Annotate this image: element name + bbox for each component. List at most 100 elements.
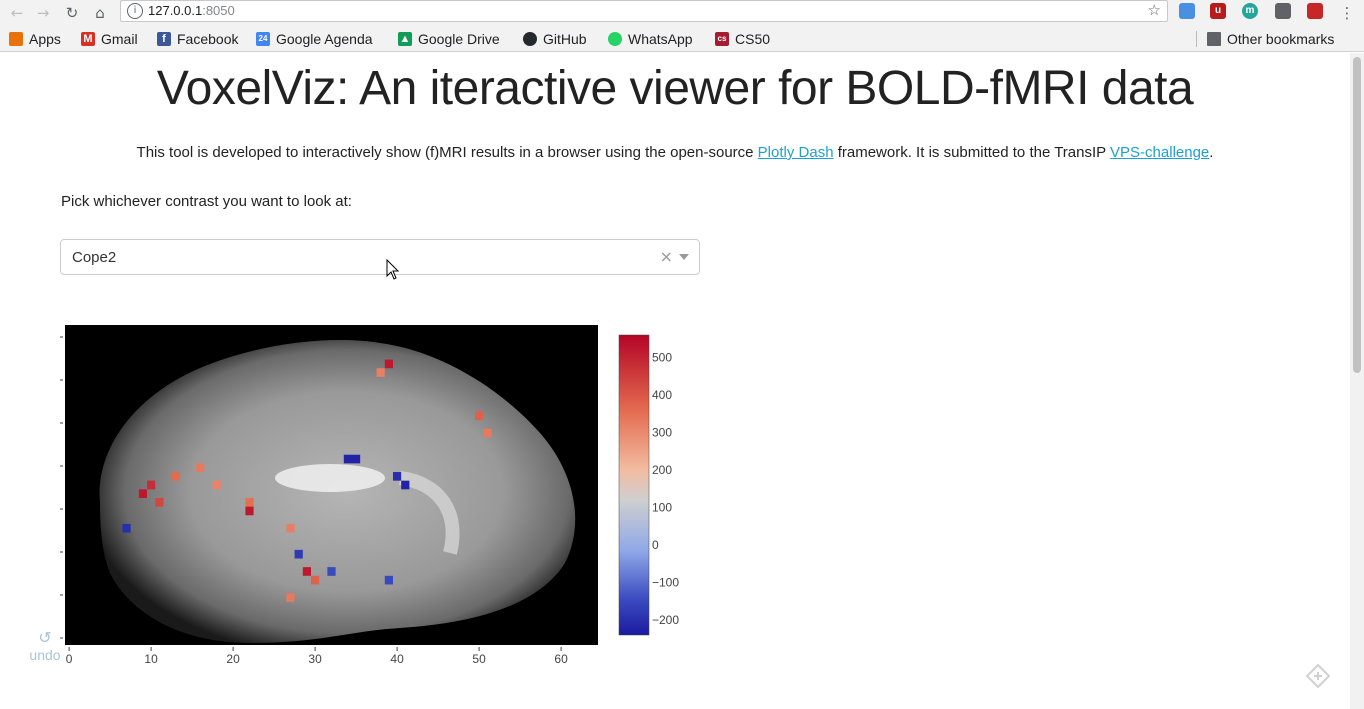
clear-icon[interactable]: × bbox=[659, 247, 673, 266]
bookmark-whatsapp[interactable]: WhatsApp bbox=[608, 30, 693, 48]
extension-red-icon[interactable] bbox=[1307, 3, 1323, 19]
heatmap-voxel[interactable] bbox=[376, 368, 385, 377]
heatmap-voxel[interactable] bbox=[393, 472, 402, 481]
heatmap-voxel[interactable] bbox=[352, 454, 361, 464]
bookmark-label: GitHub bbox=[543, 31, 587, 47]
heatmap-voxel[interactable] bbox=[196, 463, 205, 473]
bookmark-label: Gmail bbox=[101, 31, 138, 47]
colorbar-tick-label: 400 bbox=[652, 388, 672, 402]
colorbar-gradient bbox=[618, 334, 650, 636]
colorbar-tick-label: −200 bbox=[652, 613, 679, 627]
heatmap-area[interactable] bbox=[65, 325, 598, 645]
bookmark-label: Google Drive bbox=[418, 31, 500, 47]
intro-text: framework. It is submitted to the TransI… bbox=[833, 144, 1111, 161]
info-icon[interactable]: i bbox=[127, 3, 143, 19]
heatmap-voxel[interactable] bbox=[122, 523, 131, 533]
x-tick-label: 0 bbox=[66, 652, 73, 666]
folder-icon bbox=[1207, 32, 1221, 46]
colorbar-tick-label: 200 bbox=[652, 463, 672, 477]
ublock-icon[interactable]: u bbox=[1210, 3, 1226, 19]
colorbar-tick-label: 0 bbox=[652, 538, 659, 552]
heatmap-voxel[interactable] bbox=[483, 428, 492, 438]
bookmarks-divider bbox=[1196, 31, 1197, 47]
cs50-icon: cs bbox=[715, 32, 729, 46]
colorbar-tick-label: −100 bbox=[652, 576, 679, 590]
bookmark-google-drive[interactable]: ▲ Google Drive bbox=[398, 30, 500, 48]
bookmark-label: Google Agenda bbox=[276, 31, 373, 47]
heatmap-voxel[interactable] bbox=[294, 549, 303, 559]
bookmarks-bar: Apps M Gmail f Facebook 24 Google Agenda ▲ G… bbox=[0, 26, 1364, 52]
menu-kebab-icon[interactable]: ⋮ bbox=[1339, 4, 1355, 22]
heatmap-voxel[interactable] bbox=[311, 575, 320, 585]
address-bar[interactable]: i 127.0.0.1:8050 ☆ bbox=[120, 0, 1168, 22]
bookmark-gmail[interactable]: M Gmail bbox=[81, 30, 138, 48]
x-tick-label: 50 bbox=[472, 652, 486, 666]
bookmark-label: Other bookmarks bbox=[1227, 31, 1335, 47]
scrollbar-thumb[interactable] bbox=[1353, 57, 1361, 373]
x-tick-label: 30 bbox=[308, 652, 322, 666]
chevron-down-icon[interactable] bbox=[679, 254, 689, 260]
heatmap-voxel[interactable] bbox=[343, 454, 352, 464]
dropdown-selected-value: Cope2 bbox=[72, 249, 117, 266]
heatmap-voxel[interactable] bbox=[384, 359, 393, 369]
gmail-icon: M bbox=[81, 32, 95, 46]
heatmap-voxel[interactable] bbox=[138, 489, 147, 498]
extension-1-icon[interactable] bbox=[1179, 3, 1195, 19]
colorbar-tick-label: 100 bbox=[652, 501, 672, 515]
bookmark-facebook[interactable]: f Facebook bbox=[157, 30, 238, 48]
bookmark-label: CS50 bbox=[735, 31, 771, 47]
bookmark-google-agenda[interactable]: 24 Google Agenda bbox=[256, 30, 373, 48]
x-tick-label: 20 bbox=[226, 652, 240, 666]
heatmap-voxel[interactable] bbox=[245, 497, 254, 507]
undo-icon: ↺ bbox=[38, 628, 52, 647]
heatmap-voxel[interactable] bbox=[155, 497, 164, 507]
bookmark-label: WhatsApp bbox=[628, 31, 693, 47]
extension-bulb-icon[interactable] bbox=[1275, 3, 1291, 19]
colorbar-tick-label: 300 bbox=[652, 426, 672, 440]
drive-icon: ▲ bbox=[398, 32, 412, 46]
heatmap-voxel[interactable] bbox=[327, 567, 336, 576]
bookmark-apps[interactable]: Apps bbox=[9, 30, 61, 48]
back-arrow-icon[interactable]: ← bbox=[10, 4, 24, 22]
facebook-icon: f bbox=[157, 32, 171, 46]
intro-text: This tool is developed to interactively … bbox=[136, 144, 758, 161]
undo-button[interactable]: ↺ undo bbox=[20, 628, 70, 663]
extension-m-icon[interactable]: m bbox=[1242, 3, 1258, 19]
bookmark-star-icon[interactable]: ☆ bbox=[1147, 1, 1161, 19]
y-axis bbox=[60, 336, 63, 639]
home-icon[interactable]: ⌂ bbox=[95, 4, 105, 22]
plotly-dash-link[interactable]: Plotly Dash bbox=[757, 144, 834, 161]
corpus-callosum bbox=[275, 464, 385, 492]
bookmark-github[interactable]: GitHub bbox=[523, 30, 587, 48]
heatmap-voxel[interactable] bbox=[286, 523, 295, 533]
heatmap-voxel[interactable] bbox=[401, 480, 410, 490]
page-content: VoxelViz: An iteractive viewer for BOLD-… bbox=[0, 53, 1350, 709]
heatmap-voxel[interactable] bbox=[171, 472, 180, 481]
heatmap-voxel[interactable] bbox=[286, 593, 295, 602]
heatmap-voxel[interactable] bbox=[212, 480, 221, 490]
heatmap-voxel[interactable] bbox=[475, 411, 484, 421]
heatmap-voxel[interactable] bbox=[147, 480, 156, 490]
heatmap-voxel[interactable] bbox=[245, 506, 254, 516]
heatmap-voxel[interactable] bbox=[384, 575, 393, 585]
heatmap-voxel[interactable] bbox=[302, 567, 311, 576]
forward-arrow-icon[interactable]: → bbox=[36, 4, 50, 22]
colorbar-tick-label: 500 bbox=[652, 351, 672, 365]
colorbar: 500 400 300 200 100 0 −100 −200 bbox=[618, 334, 679, 636]
bookmark-cs50[interactable]: cs CS50 bbox=[715, 30, 770, 48]
intro-text: . bbox=[1209, 144, 1214, 161]
page-scrollbar[interactable] bbox=[1350, 53, 1364, 709]
vps-challenge-link[interactable]: VPS-challenge bbox=[1110, 144, 1210, 161]
brain-heatmap-plot[interactable]: 0 10 20 30 40 50 60 500 400 300 200 100 0 −100 −200 bbox=[0, 313, 720, 673]
url-text: 127.0.0.1:8050 bbox=[148, 3, 235, 18]
page-title: VoxelViz: An iteractive viewer for BOLD-… bbox=[156, 62, 1194, 115]
bookmark-other[interactable]: Other bookmarks bbox=[1207, 30, 1334, 48]
reload-icon[interactable]: ↻ bbox=[65, 4, 79, 22]
github-icon bbox=[523, 32, 537, 46]
plotly-logo-icon[interactable] bbox=[1306, 664, 1330, 688]
mouse-cursor-icon bbox=[386, 259, 400, 280]
brain-structure bbox=[398, 471, 460, 555]
undo-label: undo bbox=[29, 647, 61, 663]
colorbar-ticks: 500 400 300 200 100 0 −100 −200 bbox=[652, 351, 679, 628]
contrast-dropdown[interactable]: Cope2 × bbox=[60, 239, 700, 275]
